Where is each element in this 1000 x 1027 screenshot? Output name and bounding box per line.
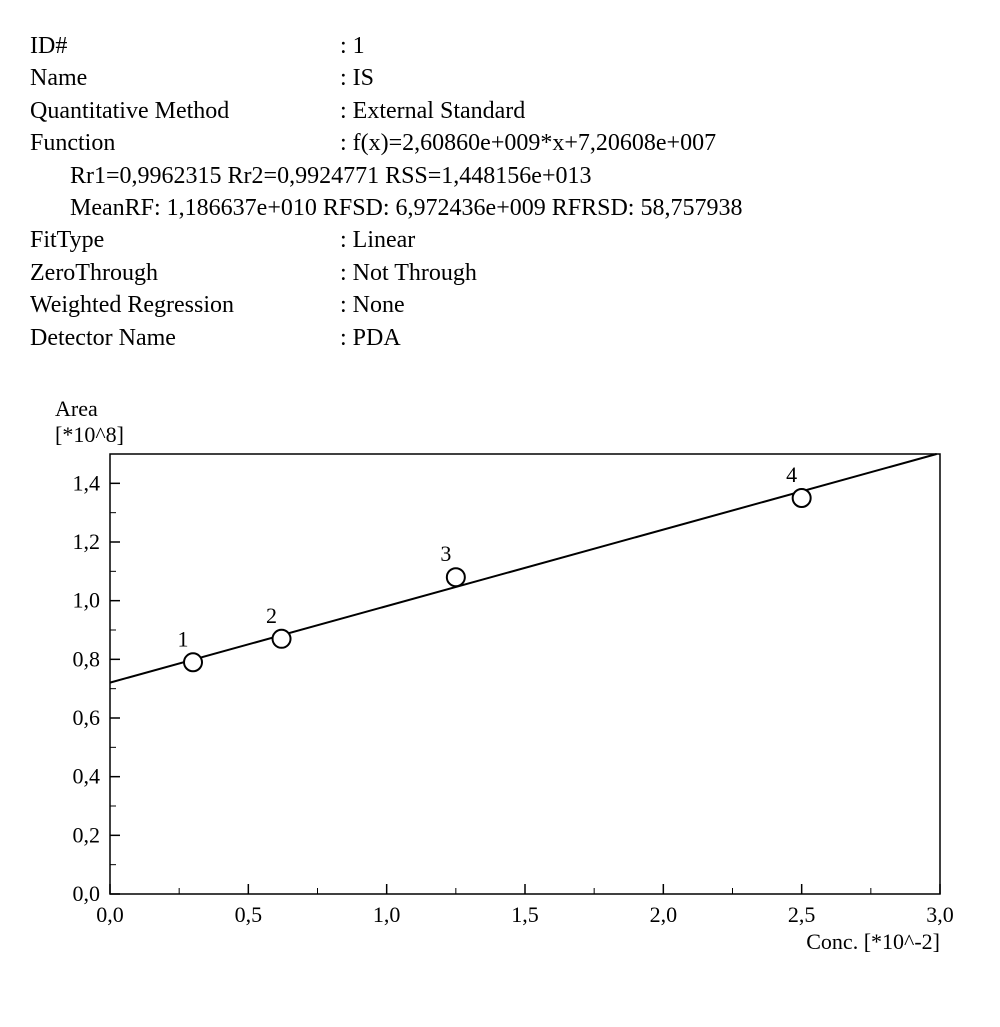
y-tick-label: 1,4 bbox=[73, 470, 101, 495]
function-label: Function bbox=[30, 127, 340, 159]
qmethod-label: Quantitative Method bbox=[30, 95, 340, 127]
data-point-label: 2 bbox=[266, 603, 277, 628]
x-tick-label: 1,5 bbox=[511, 902, 539, 927]
x-tick-label: 1,0 bbox=[373, 902, 401, 927]
y-tick-label: 1,2 bbox=[73, 529, 101, 554]
stats-line-1: Rr1=0,9962315 Rr2=0,9924771 RSS=1,448156… bbox=[30, 160, 980, 192]
data-point-label: 3 bbox=[440, 541, 451, 566]
fittype-value: Linear bbox=[340, 224, 415, 256]
x-tick-label: 0,0 bbox=[96, 902, 124, 927]
metadata-block: ID# 1 Name IS Quantitative Method Extern… bbox=[30, 30, 980, 354]
zero-value: Not Through bbox=[340, 257, 477, 289]
name-label: Name bbox=[30, 62, 340, 94]
qmethod-value: External Standard bbox=[340, 95, 525, 127]
detector-value: PDA bbox=[340, 322, 401, 354]
x-axis-title: Conc. [*10^-2] bbox=[806, 929, 940, 954]
function-value: f(x)=2,60860e+009*x+7,20608e+007 bbox=[340, 127, 716, 159]
data-point bbox=[184, 653, 202, 671]
calibration-chart: Area[*10^8]0,00,20,40,60,81,01,21,40,00,… bbox=[30, 384, 980, 964]
y-tick-label: 0,2 bbox=[73, 822, 101, 847]
data-point bbox=[447, 568, 465, 586]
name-value: IS bbox=[340, 62, 374, 94]
plot-border bbox=[110, 454, 940, 894]
y-tick-label: 1,0 bbox=[73, 588, 101, 613]
stats-line-2: MeanRF: 1,186637e+010 RFSD: 6,972436e+00… bbox=[30, 192, 980, 224]
y-axis-title-line2: [*10^8] bbox=[55, 422, 124, 447]
data-point bbox=[793, 489, 811, 507]
zero-label: ZeroThrough bbox=[30, 257, 340, 289]
y-tick-label: 0,6 bbox=[73, 705, 101, 730]
x-tick-label: 2,0 bbox=[650, 902, 678, 927]
chart-svg: Area[*10^8]0,00,20,40,60,81,01,21,40,00,… bbox=[30, 384, 970, 964]
data-point-label: 1 bbox=[178, 626, 189, 651]
y-tick-label: 0,4 bbox=[73, 764, 101, 789]
y-tick-label: 0,8 bbox=[73, 646, 101, 671]
id-value: 1 bbox=[340, 30, 365, 62]
x-tick-label: 3,0 bbox=[926, 902, 954, 927]
wreg-label: Weighted Regression bbox=[30, 289, 340, 321]
y-axis-title-line1: Area bbox=[55, 396, 98, 421]
data-point-label: 4 bbox=[786, 462, 797, 487]
data-point bbox=[273, 630, 291, 648]
fittype-label: FitType bbox=[30, 224, 340, 256]
wreg-value: None bbox=[340, 289, 405, 321]
detector-label: Detector Name bbox=[30, 322, 340, 354]
x-tick-label: 2,5 bbox=[788, 902, 816, 927]
x-tick-label: 0,5 bbox=[235, 902, 262, 927]
id-label: ID# bbox=[30, 30, 340, 62]
